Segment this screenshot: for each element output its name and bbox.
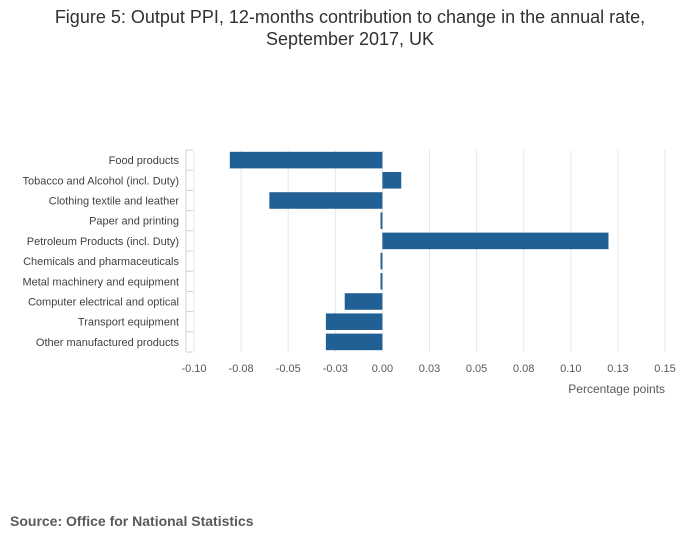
x-tick-label: 0.15 <box>654 363 675 375</box>
bar <box>380 212 383 229</box>
category-label: Tobacco and Alcohol (incl. Duty) <box>22 175 179 187</box>
category-label: Clothing textile and leather <box>49 196 180 208</box>
x-tick-label: -0.03 <box>323 363 348 375</box>
chart-title-line-1: Figure 5: Output PPI, 12-months contribu… <box>54 7 646 27</box>
gridlines <box>193 150 666 352</box>
x-tick-label: 0.05 <box>466 363 487 375</box>
x-tick-label: 0.03 <box>419 363 440 375</box>
category-label: Other manufactured products <box>36 337 180 349</box>
category-label: Food products <box>109 155 180 167</box>
bar <box>380 273 383 290</box>
x-tick-label: -0.08 <box>229 363 254 375</box>
bar <box>344 293 383 310</box>
chart-title: Figure 5: Output PPI, 12-months contribu… <box>0 6 700 50</box>
category-label: Transport equipment <box>78 317 179 329</box>
category-axis: Food products Tobacco and Alcohol (incl. … <box>22 149 193 353</box>
x-tick-label: -0.10 <box>181 363 206 375</box>
x-axis-title: Percentage points <box>568 382 665 396</box>
category-label: Computer electrical and optical <box>28 297 179 309</box>
chart-title-line-2: September 2017, UK <box>265 29 435 49</box>
source-note: Source: Office for National Statistics <box>10 513 254 529</box>
category-label: Metal machinery and equipment <box>22 276 179 288</box>
bar <box>269 192 383 209</box>
bar <box>380 252 383 270</box>
category-label: Petroleum Products (incl. Duty) <box>27 236 179 248</box>
bar <box>325 333 383 351</box>
x-tick-label: 0.00 <box>372 363 393 375</box>
category-label: Paper and printing <box>89 216 179 228</box>
bar <box>325 313 383 330</box>
x-axis-ticks: -0.10 -0.08 -0.05 -0.03 0.00 0.03 0.05 0.08 0.10… <box>181 363 675 375</box>
bar <box>382 232 609 250</box>
x-tick-label: 0.13 <box>607 363 628 375</box>
bar <box>382 172 402 189</box>
x-tick-label: 0.10 <box>560 363 581 375</box>
category-label: Chemicals and pharmaceuticals <box>23 256 179 268</box>
x-tick-label: -0.05 <box>276 363 301 375</box>
bar <box>229 151 383 169</box>
bars <box>229 151 609 351</box>
x-tick-label: 0.08 <box>513 363 534 375</box>
